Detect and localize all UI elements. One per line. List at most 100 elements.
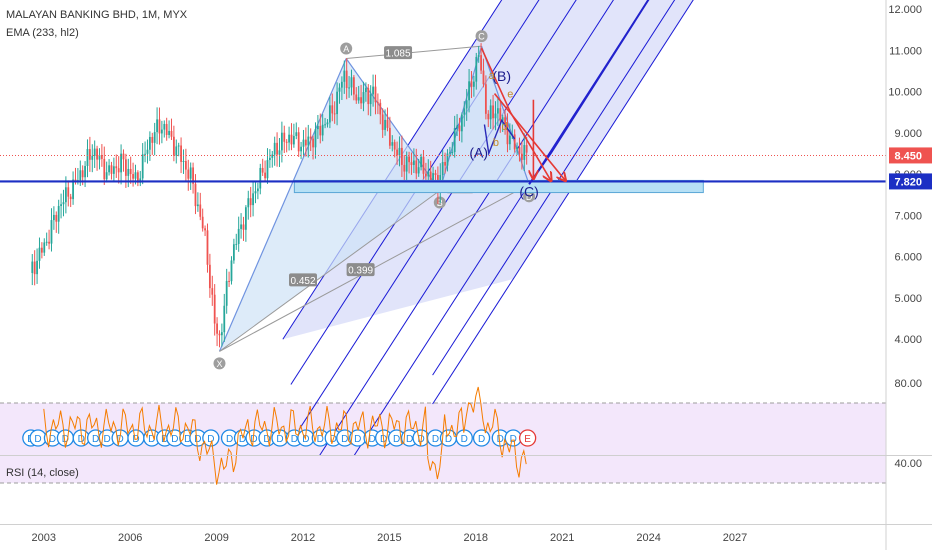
candle: [237, 216, 240, 252]
candle-body: [300, 146, 302, 152]
pitchfork-line-5: [432, 0, 676, 376]
candle: [235, 233, 238, 250]
rsi-legend: RSI (14, close): [6, 467, 79, 479]
candle-body: [182, 161, 185, 163]
candle: [333, 101, 336, 124]
candle-body: [244, 207, 247, 230]
harmonic-point-x: X: [213, 357, 226, 370]
candle-body: [513, 134, 516, 150]
candle: [444, 152, 446, 174]
price-axis-bg: [886, 0, 932, 550]
candle: [240, 213, 242, 239]
candle-body: [237, 228, 240, 244]
candle-body: [369, 94, 372, 105]
candle-body: [276, 142, 278, 155]
dividend-marker: D: [29, 429, 47, 447]
candle-body: [477, 55, 480, 57]
candle-body: [213, 294, 216, 324]
candle: [199, 192, 202, 221]
candle: [516, 142, 518, 155]
wave-label-2: (C): [519, 184, 538, 200]
candle-body: [64, 187, 67, 203]
price-badge-bg: [889, 173, 932, 190]
candle: [396, 141, 398, 165]
candle-body: [45, 241, 48, 243]
candle: [338, 83, 341, 104]
candle: [384, 109, 386, 136]
earnings-marker: E: [518, 429, 537, 447]
candle: [69, 193, 72, 208]
marker-label: D: [406, 434, 413, 445]
pattern-labels: (A) (B) (C) ae db: [469, 68, 538, 200]
candle-body: [98, 155, 101, 160]
candle: [86, 139, 89, 178]
wave-label-1: (B): [492, 68, 511, 84]
candle-body: [343, 70, 346, 82]
candle-body: [362, 92, 365, 104]
candle: [456, 114, 458, 136]
candle: [484, 75, 487, 120]
candle-body: [163, 123, 166, 130]
candle-body: [328, 105, 331, 123]
candle: [458, 117, 461, 141]
candle-body: [357, 97, 360, 101]
candle-body: [403, 164, 406, 172]
candle-body: [444, 161, 446, 166]
candle-body: [168, 130, 170, 135]
candle-body: [326, 122, 329, 125]
candle: [88, 136, 91, 172]
candle-body: [247, 198, 250, 208]
candle: [328, 96, 331, 129]
candle-body: [372, 86, 374, 95]
ratio-text: 0.399: [348, 266, 373, 277]
candle: [213, 284, 216, 336]
candle: [180, 137, 182, 174]
candle: [93, 140, 96, 168]
candle: [189, 162, 192, 190]
ratio-text: 0.452: [290, 276, 315, 287]
candle-body: [146, 149, 149, 154]
candle: [151, 132, 154, 155]
candle-body: [384, 119, 386, 130]
candle-body: [55, 214, 58, 222]
x-tick-label: 2027: [723, 532, 747, 544]
candle: [163, 120, 166, 138]
candle: [31, 254, 34, 286]
dividend-marker: D: [202, 429, 220, 447]
candle: [508, 123, 511, 151]
rsi-tick-label: 40.00: [894, 458, 922, 470]
candle-body: [314, 129, 317, 148]
candle-body: [151, 136, 154, 143]
candle: [386, 107, 389, 132]
candle: [271, 150, 274, 168]
candle: [264, 160, 266, 182]
candle-body: [487, 113, 490, 120]
candle: [364, 82, 367, 102]
candle-body: [196, 204, 199, 207]
candle-body: [376, 102, 379, 104]
candle: [348, 76, 350, 98]
wave-label-6: b: [493, 137, 499, 149]
candle-body: [252, 193, 254, 206]
candle: [520, 141, 523, 170]
candle-body: [199, 204, 202, 217]
candle: [288, 126, 290, 151]
candle: [170, 118, 173, 140]
candle-body: [141, 154, 144, 179]
x-tick-label: 2009: [204, 532, 228, 544]
candle-body: [204, 228, 206, 231]
candle: [453, 115, 456, 158]
candle-body: [84, 165, 86, 178]
marker-label: D: [461, 434, 468, 445]
candle-body: [348, 87, 350, 89]
candle-body: [177, 145, 180, 147]
candle: [518, 137, 521, 162]
candle-body: [360, 97, 362, 104]
marker-label: D: [62, 434, 69, 445]
candle: [273, 136, 276, 166]
candle: [148, 131, 151, 161]
candle: [307, 124, 310, 158]
y-tick-label: 7.000: [894, 210, 922, 222]
